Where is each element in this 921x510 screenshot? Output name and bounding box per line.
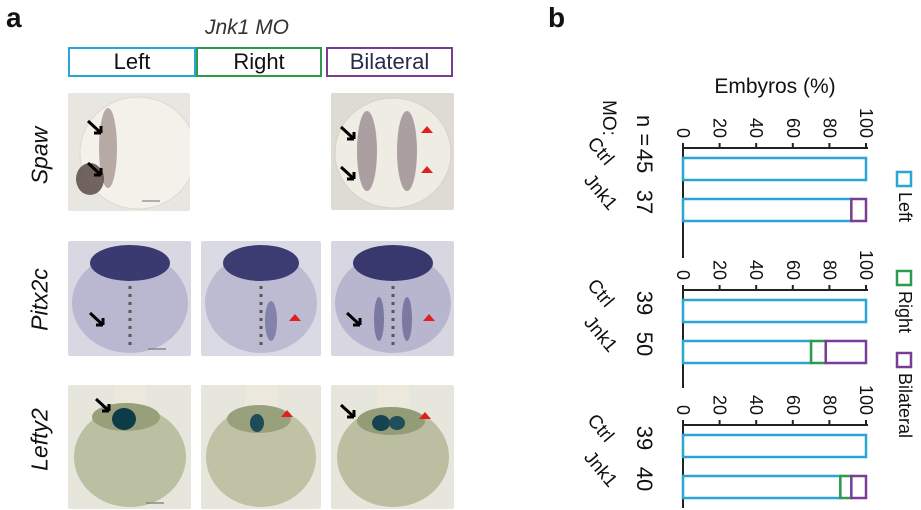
bar-n-value: 40 <box>632 467 657 491</box>
bar-n-value: 45 <box>632 149 657 173</box>
bar-segment-left <box>681 433 868 459</box>
bar-segment-left <box>681 339 813 365</box>
group-1-tick-label: 80 <box>819 260 839 280</box>
panel-b-letter: b <box>548 2 566 33</box>
bar-segment-bilateral <box>824 339 868 365</box>
column-header-right: Right <box>196 47 322 77</box>
bar-category-label: Jnk1 <box>579 447 621 491</box>
group-1-tick-label: 40 <box>746 260 766 280</box>
bar-segment-bilateral <box>850 197 868 223</box>
group-1-tick-label: 60 <box>783 260 803 280</box>
group-2-tick-label: 60 <box>783 395 803 415</box>
group-0-tick-label: 0 <box>673 128 693 138</box>
group-2-tick-label: 80 <box>819 395 839 415</box>
axis-title: Embyros (%) <box>714 75 835 98</box>
bar-category-label: Jnk1 <box>579 170 621 214</box>
bar-segment-bilateral <box>850 474 868 500</box>
bar-segment-left <box>681 474 842 500</box>
group-1-tick-label: 0 <box>673 270 693 280</box>
bar-category-label: Ctrl <box>583 410 618 446</box>
bar-segment-left <box>681 156 868 182</box>
group-0-tick-label: 20 <box>710 118 730 138</box>
group-0-tick-label: 60 <box>783 118 803 138</box>
column-header-left: Left <box>68 47 196 77</box>
bar-category-label: Ctrl <box>583 275 618 311</box>
panel-a-title: Jnk1 MO <box>205 16 290 39</box>
group-2-tick-label: 100 <box>856 385 876 415</box>
pitx2c-right-embryo-image <box>201 241 321 356</box>
lefty2-right-embryo-image <box>201 385 321 509</box>
legend-label-bilateral: Bilateral <box>895 373 915 438</box>
legend-label-right: Right <box>895 291 915 333</box>
bar-category-label: Jnk1 <box>579 312 621 356</box>
group-1-tick-label: 20 <box>710 260 730 280</box>
n-label: n = <box>632 115 657 146</box>
group-0-tick-label: 80 <box>819 118 839 138</box>
pitx2c-left-embryo-image <box>68 241 191 356</box>
group-1-tick-label: 100 <box>856 250 876 280</box>
group-0-tick-label: 40 <box>746 118 766 138</box>
bar-segment-right <box>839 474 853 500</box>
bar-segment-right <box>809 339 827 365</box>
bar-n-value: 39 <box>632 291 657 315</box>
lefty2-left-embryo-image <box>68 385 191 509</box>
legend-swatch-left <box>895 170 913 188</box>
lefty2-bilateral-embryo-image <box>331 385 454 509</box>
bar-segment-left <box>681 298 868 324</box>
pitx2c-bilateral-embryo-image <box>331 241 454 356</box>
legend-swatch-right <box>895 269 913 287</box>
bar-n-value: 37 <box>632 190 657 214</box>
group-2-tick-label: 0 <box>673 405 693 415</box>
spaw-bilateral-embryo-image <box>331 93 454 210</box>
group-0-tick-label: 100 <box>856 108 876 138</box>
bar-segment-left <box>681 197 853 223</box>
mo-label: MO: <box>598 100 619 136</box>
panel-a-letter: a <box>6 2 22 33</box>
bar-n-value: 39 <box>632 426 657 450</box>
spaw-left-embryo-image <box>68 93 190 211</box>
group-2-tick-label: 20 <box>710 395 730 415</box>
bar-n-value: 50 <box>632 332 657 356</box>
column-header-bilateral: Bilateral <box>326 47 453 77</box>
legend-swatch-bilateral <box>895 351 913 369</box>
bar-category-label: Ctrl <box>583 133 618 169</box>
group-2-tick-label: 40 <box>746 395 766 415</box>
legend-label-left: Left <box>895 192 915 222</box>
